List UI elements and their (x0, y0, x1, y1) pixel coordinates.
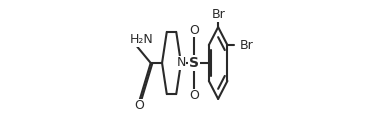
Text: H₂N: H₂N (130, 33, 154, 46)
Text: Br: Br (239, 39, 253, 52)
Text: O: O (189, 24, 199, 37)
Text: N: N (176, 56, 186, 70)
Text: Br: Br (211, 8, 225, 21)
Text: O: O (189, 89, 199, 102)
Text: S: S (189, 56, 199, 70)
Text: O: O (134, 99, 144, 112)
